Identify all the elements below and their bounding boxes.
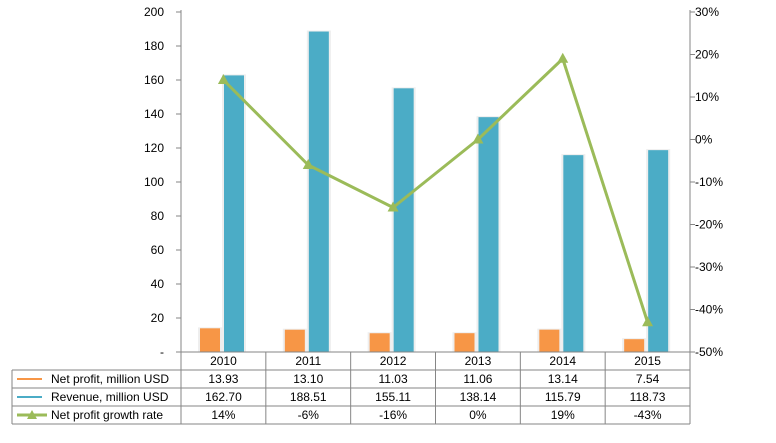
legend-marker-key (27, 410, 37, 419)
axes-layer: - 20 40 60 80 100 120 140 160 180 200 -50% -40% -30% -… (144, 5, 723, 359)
revenue-bar (393, 88, 414, 353)
net-profit-bar (624, 339, 645, 352)
growth-rate-line (222, 57, 650, 323)
left-tick-label: 100 (144, 175, 164, 189)
table-cell-value: 13.93 (208, 372, 238, 386)
table-cell-value: -16% (379, 408, 407, 422)
table-cell-value: 13.14 (548, 372, 578, 386)
net-profit-bar (284, 329, 305, 352)
growth-rate-marker (557, 52, 569, 63)
right-tick-label: -20% (695, 218, 723, 232)
category-label: 2010 (210, 354, 237, 368)
table-cell-value: 0% (469, 408, 487, 422)
table-cell-value: 13.10 (293, 372, 323, 386)
bars-layer (198, 30, 671, 353)
table-cell-value: 14% (211, 408, 235, 422)
left-tick-label: - (160, 345, 164, 359)
right-tick-label: -40% (695, 303, 723, 317)
net-profit-bar (454, 333, 475, 352)
table-cell-value: 115.79 (545, 390, 581, 404)
table-cell-value: -43% (634, 408, 662, 422)
left-tick-label: 140 (144, 107, 164, 121)
table-cell-value: -6% (298, 408, 320, 422)
right-tick-label: 20% (695, 48, 719, 62)
growth-rate-marker (472, 133, 484, 144)
growth-rate-marker (642, 316, 654, 327)
left-tick-label: 160 (144, 73, 164, 87)
data-table: 2010 2011 2012 2013 2014 2015 Net profit, mill… (11, 351, 691, 425)
category-label: 2015 (634, 354, 661, 368)
left-tick-label: 20 (151, 311, 165, 325)
table-cell-value: 19% (551, 408, 575, 422)
left-tick-label: 120 (144, 141, 164, 155)
net-profit-bar (200, 328, 220, 352)
growth-rate-marker (217, 74, 229, 84)
series-name: Net profit growth rate (51, 408, 163, 422)
right-tick-label: -50% (695, 345, 723, 359)
table-cell-value: 11.06 (463, 372, 492, 386)
series-name: Net profit, million USD (51, 372, 169, 386)
left-tick-label: 40 (151, 277, 165, 291)
net-profit-bar (539, 329, 560, 352)
category-label: 2012 (380, 354, 407, 368)
table-cell-value: 118.73 (630, 390, 666, 404)
revenue-bar (478, 117, 499, 352)
series-name: Revenue, million USD (51, 390, 169, 404)
left-tick-label: 180 (144, 39, 164, 53)
net-profit-bar (369, 333, 390, 352)
category-label: 2013 (465, 354, 492, 368)
category-label: 2014 (549, 354, 576, 368)
right-tick-label: 0% (695, 133, 713, 147)
revenue-bar (648, 150, 669, 352)
growth-rate-marker (302, 159, 314, 169)
table-cell-value: 188.51 (290, 390, 327, 404)
revenue-bar (308, 31, 329, 353)
right-tick-label: -10% (695, 175, 723, 189)
table-cell-value: 162.70 (205, 390, 242, 404)
revenue-bar (224, 75, 244, 352)
table-cell-value: 155.11 (375, 390, 411, 404)
table-cell-value: 138.14 (460, 390, 497, 404)
right-tick-label: 10% (695, 90, 719, 104)
table-cell-value: 7.54 (636, 372, 660, 386)
growth-rate-marker (387, 201, 399, 212)
left-tick-label: 60 (151, 243, 165, 257)
left-tick-label: 80 (151, 209, 165, 223)
right-tick-label: -30% (695, 260, 723, 274)
table-cell-value: 11.03 (379, 372, 408, 386)
category-label: 2011 (295, 354, 321, 368)
revenue-bar (563, 155, 584, 352)
left-tick-label: 200 (144, 5, 164, 19)
right-tick-label: 30% (695, 5, 719, 19)
growth-line-layer (217, 52, 654, 327)
